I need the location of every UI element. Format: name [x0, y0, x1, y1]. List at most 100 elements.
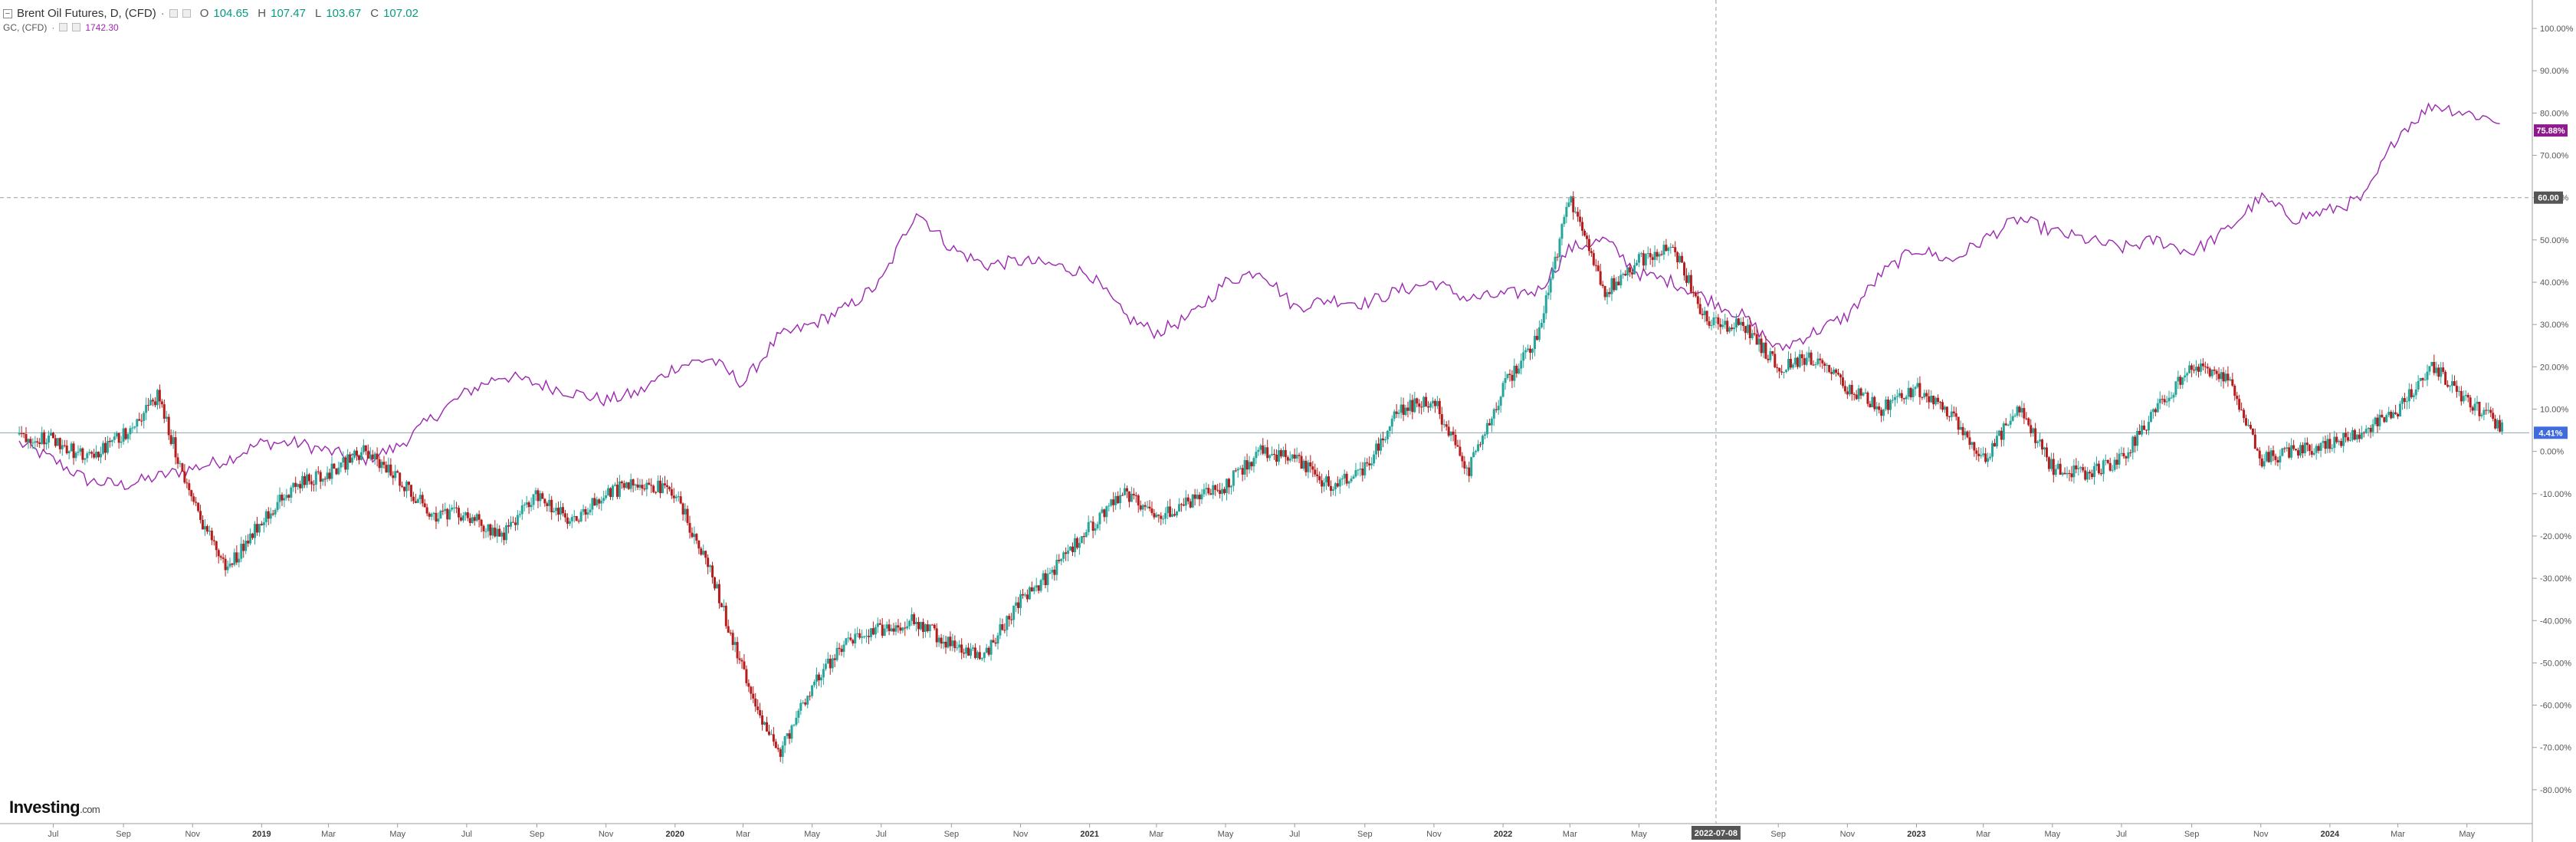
settings-icon[interactable] — [169, 9, 178, 18]
candle-body — [152, 400, 155, 402]
candle-body — [2054, 469, 2057, 475]
candle-body — [915, 622, 918, 624]
candle-body — [1997, 430, 2000, 436]
candle-body — [1127, 491, 1130, 502]
candle-body — [1971, 442, 1974, 446]
candle-body — [1262, 445, 1265, 454]
candle-body — [1724, 321, 1727, 325]
candle-body — [849, 637, 852, 640]
candle-body — [1082, 536, 1085, 538]
candle-body — [138, 419, 141, 421]
close-icon[interactable] — [72, 23, 81, 31]
candle-body — [2127, 452, 2130, 459]
candle-body — [1196, 495, 1199, 499]
time-axis[interactable]: Jul Sep Nov 2019 Mar May Jul Sep Nov 2020 Mar May Ju… — [0, 823, 2532, 839]
candle-body — [2070, 473, 2073, 478]
candle-body — [1277, 450, 1280, 462]
time-axis-label: 2024 — [2321, 830, 2340, 839]
candle-body — [2167, 397, 2171, 402]
candle-body — [1735, 318, 1738, 328]
candle-body — [1352, 476, 1355, 479]
candle-body — [2333, 436, 2336, 449]
candle-body — [1705, 311, 1708, 322]
candle-body — [100, 453, 103, 458]
candle-body — [2328, 439, 2332, 449]
candle-body — [1787, 358, 1790, 370]
candle-body — [2433, 362, 2436, 373]
candle-body — [2052, 459, 2055, 475]
candle-body — [1656, 252, 1659, 257]
candle-body — [2213, 369, 2216, 371]
candle-body — [672, 495, 675, 498]
candlestick-layer — [18, 191, 2504, 764]
candle-body — [1366, 462, 1369, 464]
candle-body — [1073, 538, 1076, 552]
candle-body — [999, 624, 1002, 636]
candle-body — [38, 442, 41, 445]
candle-body — [1653, 252, 1656, 260]
candle-body — [1481, 436, 1484, 445]
candle-body — [396, 471, 399, 473]
candle-body — [956, 647, 959, 649]
candle-body — [1307, 462, 1310, 472]
candle-body — [632, 479, 635, 486]
candle-body — [271, 513, 274, 515]
candle-body — [2460, 390, 2463, 402]
candle-body — [1522, 352, 1525, 361]
candle-body — [2290, 445, 2293, 458]
time-axis-label: Sep — [116, 830, 131, 839]
candle-body — [1042, 573, 1045, 581]
candle-body — [190, 490, 193, 497]
candle-body — [904, 627, 907, 629]
candle-body — [2274, 456, 2277, 460]
candle-body — [947, 636, 950, 648]
candle-body — [788, 733, 791, 739]
candle-body — [1570, 196, 1573, 202]
candle-body — [829, 658, 832, 669]
candle-body — [2471, 407, 2474, 411]
candle-body — [333, 463, 336, 469]
candle-body — [989, 640, 993, 655]
candle-body — [2331, 448, 2334, 449]
candle-body — [1485, 423, 1488, 435]
candle-body — [1044, 573, 1047, 586]
candle-body — [2295, 449, 2298, 451]
candle-body — [203, 526, 206, 530]
candle-body — [1617, 281, 1620, 286]
candle-body — [172, 437, 175, 445]
candle-body — [615, 485, 619, 497]
candle-body — [2195, 367, 2198, 371]
candle-body — [425, 507, 428, 514]
candle-body — [297, 484, 300, 487]
candle-body — [2437, 367, 2440, 377]
candle-body — [1377, 443, 1380, 451]
candle-body — [1957, 416, 1960, 430]
candle-body — [1511, 374, 1514, 381]
candle-body — [799, 702, 802, 711]
low-value: 103.67 — [326, 6, 362, 20]
candle-body — [115, 433, 118, 437]
candle-body — [2190, 365, 2194, 370]
collapse-legend-button[interactable]: − — [3, 8, 12, 18]
candle-body — [1325, 476, 1328, 483]
candle-body — [1490, 418, 1493, 426]
candle-body — [1214, 485, 1217, 490]
candle-body — [2039, 439, 2042, 442]
candle-body — [1762, 342, 1765, 354]
candle-body — [1089, 521, 1092, 523]
candle-body — [2462, 396, 2465, 402]
close-icon[interactable] — [182, 9, 191, 18]
candle-body — [1889, 400, 1892, 410]
chart-legend: − Brent Oil Futures, D, (CFD) · O 104.65 … — [3, 6, 418, 34]
candle-body — [2066, 472, 2069, 475]
candle-body — [145, 405, 148, 413]
candle-body — [1182, 504, 1185, 506]
settings-icon[interactable] — [59, 23, 68, 31]
candle-body — [2276, 459, 2279, 463]
candle-body — [835, 647, 838, 660]
candle-body — [568, 521, 571, 525]
candle-body — [278, 495, 281, 502]
candle-body — [1454, 434, 1457, 446]
candle-body — [674, 496, 678, 498]
